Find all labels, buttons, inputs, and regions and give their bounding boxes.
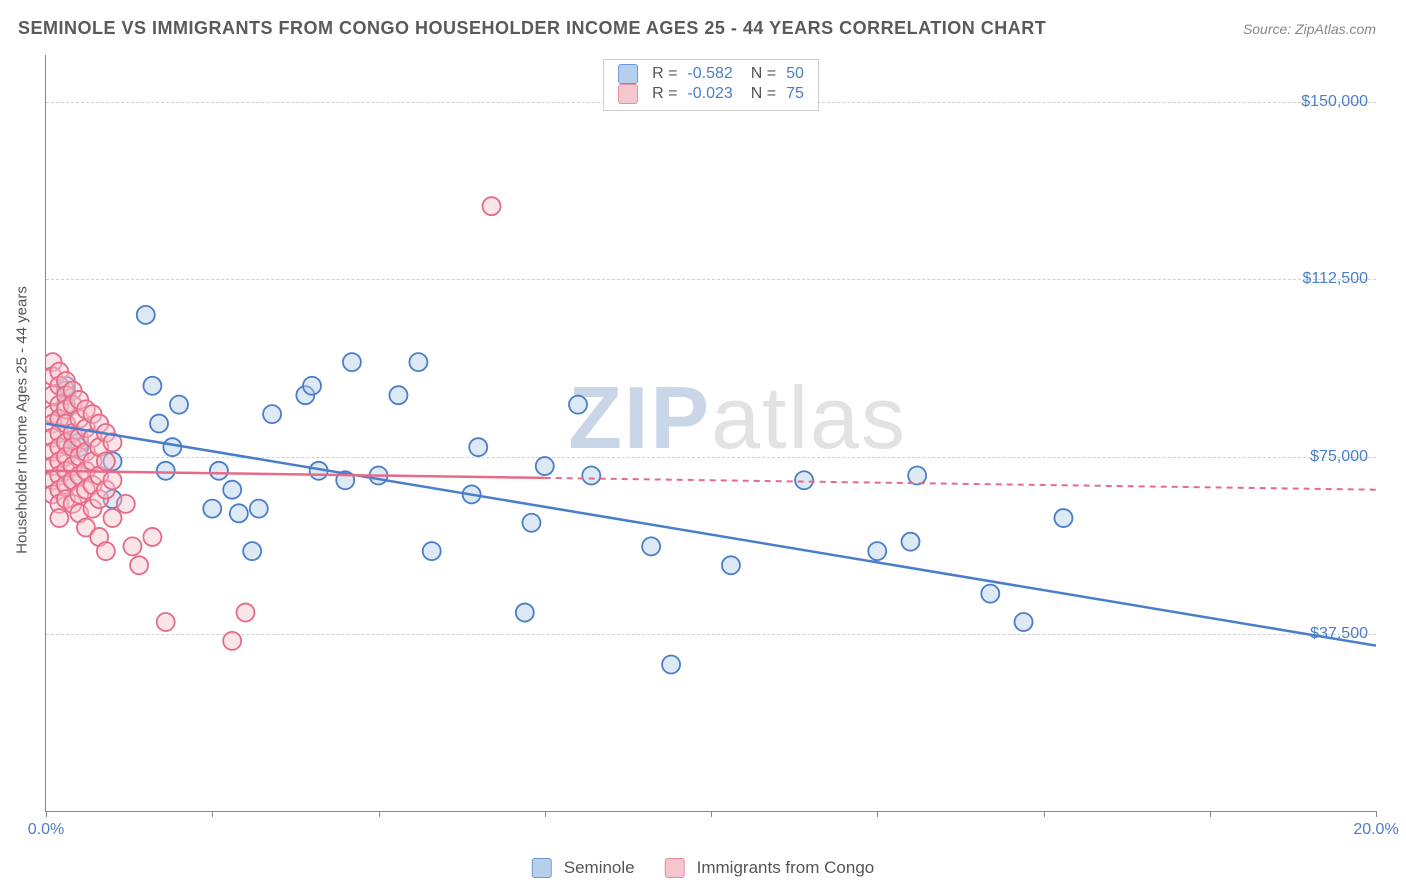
data-point — [210, 462, 228, 480]
data-point — [343, 353, 361, 371]
n-value-2: 75 — [786, 85, 804, 103]
data-point — [97, 452, 115, 470]
legend-label-congo: Immigrants from Congo — [697, 858, 875, 878]
n-value-1: 50 — [786, 65, 804, 83]
x-tick-label: 0.0% — [28, 821, 64, 839]
data-point — [423, 542, 441, 560]
r-value-2: -0.023 — [687, 85, 732, 103]
stats-row-2: R = -0.023 N = 75 — [618, 84, 804, 104]
data-point — [902, 533, 920, 551]
x-tick — [212, 811, 213, 817]
data-point — [722, 556, 740, 574]
data-point — [483, 197, 501, 215]
y-axis-label: Householder Income Ages 25 - 44 years — [14, 286, 31, 554]
data-point — [409, 353, 427, 371]
data-point — [137, 306, 155, 324]
data-point — [157, 462, 175, 480]
data-point — [237, 604, 255, 622]
x-tick — [46, 811, 47, 817]
x-tick — [1044, 811, 1045, 817]
data-point — [516, 604, 534, 622]
data-point — [569, 396, 587, 414]
data-point — [642, 537, 660, 555]
data-point — [170, 396, 188, 414]
plot-area: ZIPatlas R = -0.582 N = 50 R = -0.023 N … — [45, 55, 1376, 812]
stats-row-1: R = -0.582 N = 50 — [618, 64, 804, 84]
data-point — [223, 481, 241, 499]
plot-svg — [46, 55, 1376, 811]
x-tick — [711, 811, 712, 817]
title-row: SEMINOLE VS IMMIGRANTS FROM CONGO HOUSEH… — [0, 0, 1406, 47]
data-point — [582, 467, 600, 485]
data-point — [130, 556, 148, 574]
data-point — [243, 542, 261, 560]
legend-swatch-seminole-icon — [532, 858, 552, 878]
data-point — [250, 500, 268, 518]
data-point — [104, 509, 122, 527]
data-point — [1015, 613, 1033, 631]
x-tick — [1376, 811, 1377, 817]
data-point — [1054, 509, 1072, 527]
swatch-congo-icon — [618, 84, 638, 104]
data-point — [303, 377, 321, 395]
data-point — [263, 405, 281, 423]
data-point — [522, 514, 540, 532]
data-point — [143, 377, 161, 395]
data-point — [662, 656, 680, 674]
data-point — [223, 632, 241, 650]
data-point — [150, 415, 168, 433]
r-value-1: -0.582 — [687, 65, 732, 83]
data-point — [908, 467, 926, 485]
x-tick — [877, 811, 878, 817]
data-point — [157, 613, 175, 631]
bottom-legend: Seminole Immigrants from Congo — [532, 858, 875, 878]
x-tick — [1210, 811, 1211, 817]
trend-line-dashed — [545, 478, 1376, 490]
stats-legend-box: R = -0.582 N = 50 R = -0.023 N = 75 — [603, 59, 819, 111]
data-point — [230, 504, 248, 522]
legend-item-congo: Immigrants from Congo — [665, 858, 875, 878]
data-point — [868, 542, 886, 560]
data-point — [117, 495, 135, 513]
data-point — [104, 471, 122, 489]
data-point — [50, 509, 68, 527]
x-tick — [379, 811, 380, 817]
data-point — [123, 537, 141, 555]
swatch-seminole-icon — [618, 64, 638, 84]
data-point — [469, 438, 487, 456]
chart-container: SEMINOLE VS IMMIGRANTS FROM CONGO HOUSEH… — [0, 0, 1406, 892]
data-point — [163, 438, 181, 456]
data-point — [536, 457, 554, 475]
data-point — [97, 542, 115, 560]
legend-item-seminole: Seminole — [532, 858, 635, 878]
data-point — [795, 471, 813, 489]
legend-label-seminole: Seminole — [564, 858, 635, 878]
x-tick-label: 20.0% — [1353, 821, 1398, 839]
source-label: Source: ZipAtlas.com — [1243, 21, 1376, 37]
data-point — [203, 500, 221, 518]
legend-swatch-congo-icon — [665, 858, 685, 878]
chart-title: SEMINOLE VS IMMIGRANTS FROM CONGO HOUSEH… — [18, 18, 1046, 39]
x-tick — [545, 811, 546, 817]
data-point — [389, 386, 407, 404]
data-point — [981, 585, 999, 603]
data-point — [143, 528, 161, 546]
